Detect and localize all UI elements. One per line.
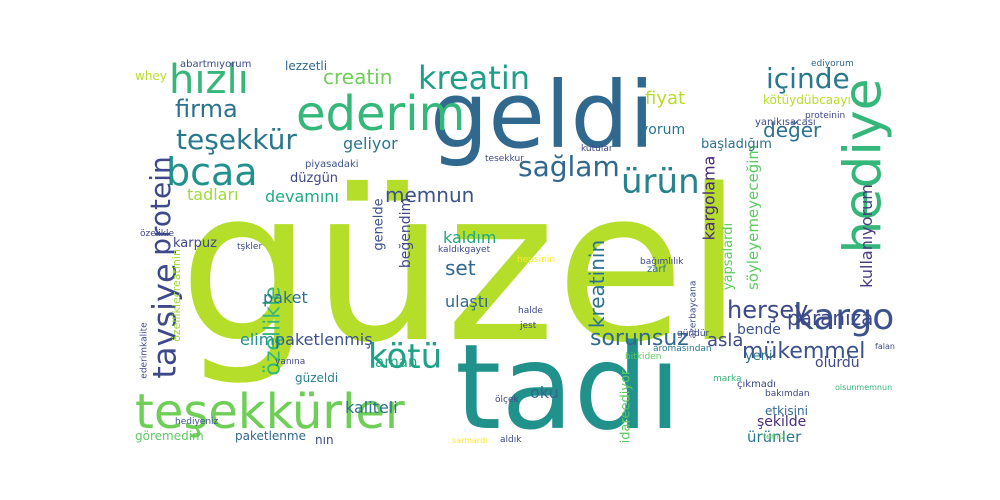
word-karpuz: karpuz (173, 236, 217, 251)
word-kaldim: kaldım (443, 228, 497, 247)
word-yanina: yanına (275, 357, 306, 367)
word-aromasindan: aromasından (653, 344, 712, 354)
word-sorunsuz: sorunsuz (590, 326, 689, 351)
word-guzeldi: güzeldi (295, 371, 339, 385)
word-kargo: kargo (793, 297, 895, 338)
word-paket: paket (263, 288, 308, 307)
word-marka: marka (713, 374, 742, 384)
word-ozelliklecreatinin: özelliklecreatinin (169, 249, 183, 342)
word-kullaniyorum: kullanıyorum (856, 184, 876, 288)
word-tadi: tadı (455, 318, 682, 456)
word-begendim: beğendim (398, 197, 415, 269)
word-bagimlilik: bağımlılık (640, 257, 684, 267)
word-memnun: memnun (385, 183, 475, 207)
word-zarf: zarf (647, 264, 667, 275)
word-tskler: tşkler (237, 242, 263, 252)
word-lezzetli: lezzetli (285, 59, 328, 73)
word-goremedim: göremedim (135, 429, 204, 443)
word-set: set (445, 256, 476, 280)
word-olcek: ölçek (495, 395, 519, 405)
word-kutular: kutular (581, 144, 613, 154)
word-abartmiyorum: abartmıyorum (180, 59, 252, 70)
word-bende: bende (737, 322, 781, 338)
word-kreatinin: kreatinin (585, 239, 610, 329)
word-kreatin: kreatin (418, 59, 530, 97)
word-yorum: yorum (640, 122, 686, 138)
word-sarmardi: sarmardı (452, 436, 488, 445)
word-ulasti: ulaştı (445, 292, 489, 311)
word-kotuydubcaayi: kötüydübcaayı (763, 93, 851, 107)
word-tadlari: tadları (187, 185, 239, 204)
word-bitkiden: bitkiden (625, 352, 662, 362)
word-paketlenmis: paketlenmiş (275, 330, 373, 349)
word-proteinin: proteinin (805, 111, 846, 121)
word-azerbaycana: azerbaycana (688, 280, 699, 339)
word-fiyat: fiyat (645, 88, 686, 109)
word-deger: değer (763, 118, 822, 142)
word-basladigim: başladığım (701, 137, 772, 152)
word-yeni: yeni (745, 349, 773, 364)
word-kaliteli: kaliteli (345, 398, 398, 417)
word-geliyor: geliyor (343, 134, 398, 153)
word-paketlenme: paketlenme (235, 429, 306, 443)
word-protein: protein (143, 156, 177, 256)
word-etkisini: etkisini (765, 404, 808, 418)
word-aldik: aldık (500, 435, 522, 445)
word-ediyorum: ediyorum (811, 59, 854, 69)
word-sekilde: şekilde (757, 414, 807, 430)
word-tesekkur-lower: tesekkur (485, 154, 524, 164)
word-ozelikle: özelikle (140, 229, 175, 239)
word-cikmadi: çıkmadı (737, 379, 777, 390)
word-olurdu: olurdu (815, 355, 860, 371)
word-urun: ürün (621, 162, 700, 202)
word-kotu: kötü (368, 337, 443, 377)
word-cloud: güzel tadı geldi hediye teşekkürler eder… (125, 57, 895, 456)
word-kaldikgayet: kaldıkgayet (438, 245, 491, 255)
word-piyasadaki: piyasadaki (305, 159, 359, 170)
word-hediyeniz: hediyeniz (175, 417, 219, 427)
word-jest: jest (520, 321, 537, 331)
word-bakimdan: bakımdan (765, 389, 810, 399)
word-yapsalardi: yapsalardı (721, 222, 737, 291)
word-devamini: devamını (265, 187, 339, 206)
word-elime: elime (240, 330, 285, 349)
word-asla: asla (707, 330, 744, 351)
word-idareediyor: idareediyor (618, 369, 634, 444)
word-paraniza: paranıza (787, 306, 874, 330)
word-temiz: temiz (763, 432, 786, 441)
word-ederim: ederim (296, 86, 466, 142)
word-genelde: genelde (371, 198, 387, 251)
word-aman: aman (375, 353, 418, 371)
word-guzel: güzel (179, 144, 744, 389)
word-tesekkurler: teşekkürler (135, 384, 405, 440)
word-gundur: gündür (677, 329, 710, 339)
word-hizli: hızlı (169, 57, 249, 103)
word-hersey: herşey (727, 296, 809, 324)
word-ederimkalite: ederimkalite (139, 322, 150, 379)
word-tesekkur: teşekkür (176, 123, 297, 156)
word-nin: nın (315, 433, 334, 447)
word-saglam: sağlam (518, 150, 620, 183)
word-halde: halde (518, 306, 543, 316)
word-urunler: ürünler (747, 428, 802, 446)
word-duzgun: düzgün (290, 171, 339, 186)
word-soyleyemeyecegim: söyleyemeyeceğim (744, 144, 763, 291)
word-firma: firma (175, 95, 238, 123)
word-mukemmel: mükemmel (742, 339, 866, 364)
word-geldi: geldi (430, 62, 655, 169)
word-kargolama: kargolama (699, 155, 719, 241)
word-oku: oku (530, 383, 559, 402)
word-bcaa: bcaa (166, 150, 258, 194)
word-olsunmemnun: olsunmemnun (835, 383, 893, 392)
word-creatin: creatin (323, 65, 393, 89)
word-hepsinin: hepsinin (517, 255, 556, 265)
word-yanikisacasi: yanikısacası (755, 117, 816, 128)
word-whey: whey (135, 69, 167, 83)
word-icinde: içinde (766, 62, 850, 95)
word-falan: falan (875, 342, 895, 351)
